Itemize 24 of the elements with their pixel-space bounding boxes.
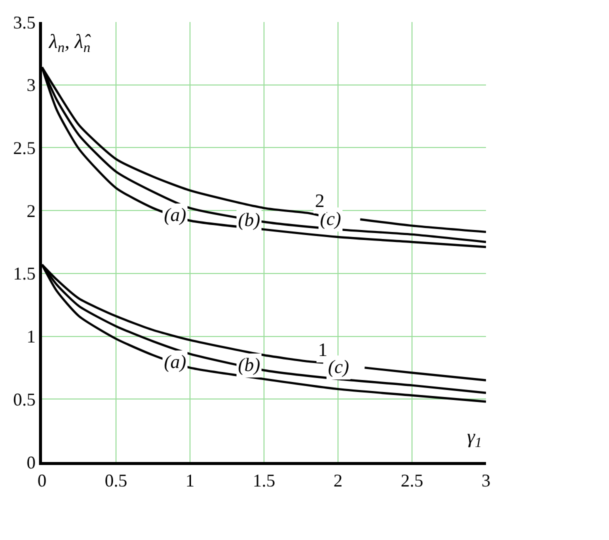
y-tick-label: 1: [26, 326, 36, 347]
y-tick-label: 1.5: [13, 264, 36, 284]
x-tick-label: 3: [482, 470, 490, 490]
annotation: (a): [164, 205, 186, 226]
annotation: (c): [320, 209, 342, 230]
annotation: 1: [318, 340, 328, 361]
annotation: (b): [238, 355, 260, 376]
annotation: (b): [238, 210, 260, 231]
y-tick-label: 2.5: [13, 138, 36, 158]
y-tick-label: 3.5: [13, 12, 36, 32]
x-tick-label: 0.5: [104, 470, 128, 490]
y-tick-label: 0.5: [13, 389, 36, 410]
y-axis-title: λ$_{n}$, λ̂$_{n}$: [48, 31, 92, 56]
annotation: (c): [328, 357, 350, 378]
y-tick-label: 0: [26, 452, 36, 472]
annotation: (a): [164, 352, 186, 373]
y-tick-label: 3: [26, 75, 36, 96]
annotation: 2: [315, 191, 324, 212]
x-tick-label: 1: [186, 470, 194, 490]
x-tick-label: 1.5: [252, 470, 276, 490]
x-tick-label: 2.5: [400, 470, 424, 490]
y-tick-label: 2: [26, 200, 36, 221]
x-tick-label: 2: [334, 470, 342, 490]
x-axis-title: γ$_{1}$: [467, 426, 482, 452]
